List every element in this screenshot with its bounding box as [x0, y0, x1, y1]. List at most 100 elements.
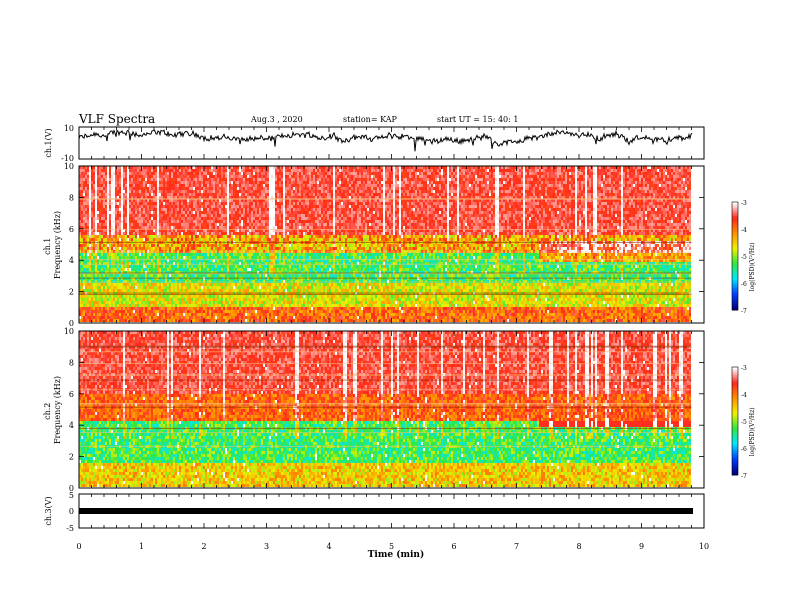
spectrogram-cell [111, 214, 113, 217]
spectrogram-cell [93, 235, 95, 238]
spectrogram-cell [121, 232, 123, 235]
spectrogram-cell [99, 232, 101, 235]
spectrogram-cell [107, 250, 109, 253]
spectrogram-cell [103, 283, 105, 286]
spectrogram-cell [113, 295, 115, 298]
spectrogram-cell [145, 172, 147, 175]
spectrogram-cell [101, 265, 103, 268]
spectrogram-cell [117, 313, 119, 316]
spectrogram-cell [147, 313, 149, 316]
spectrogram-cell [115, 286, 117, 289]
spectrogram-cell [121, 268, 123, 271]
spectrogram-cell [119, 298, 121, 301]
spectrogram-cell [151, 175, 153, 178]
spectrogram-cell [145, 220, 147, 223]
spectrogram-cell [109, 253, 111, 256]
spectrogram-cell [147, 301, 149, 304]
spectrogram-cell [119, 313, 121, 316]
spectrogram-cell [151, 286, 153, 289]
spectrogram-cell [121, 250, 123, 253]
spectrogram-cell [131, 184, 133, 187]
spectrogram-cell [91, 214, 93, 217]
spectrogram-cell [115, 310, 117, 313]
spectrogram-cell [135, 307, 137, 310]
spectrogram-cell [105, 319, 107, 322]
spectrogram-cell [87, 211, 89, 214]
spectrogram-cell [125, 244, 127, 247]
spectrogram-cell [139, 298, 141, 301]
spectrogram-cell [117, 316, 119, 319]
spectrogram-cell [81, 253, 83, 256]
spectrogram-cell [149, 274, 151, 277]
spectrogram-cell [113, 307, 115, 310]
spectrogram-cell [99, 250, 101, 253]
spectrogram-cell [129, 310, 131, 313]
spectrogram-cell [87, 301, 89, 304]
spectrogram-cell [103, 232, 105, 235]
spectrogram-cell [89, 175, 91, 178]
spectrogram-cell [139, 301, 141, 304]
spectrogram-cell [113, 256, 115, 259]
spectrogram-cell [87, 247, 89, 250]
spectrogram-cell [85, 256, 87, 259]
spectrogram-cell [87, 286, 89, 289]
spectrogram-cell [131, 226, 133, 229]
spectrogram-cell [127, 280, 129, 283]
spectrogram-cell [135, 280, 137, 283]
spectrogram-cell [81, 181, 83, 184]
spectrogram-cell [111, 172, 113, 175]
spectrogram-cell [147, 274, 149, 277]
spectrogram-cell [143, 313, 145, 316]
spectrogram-cell [81, 313, 83, 316]
spectrogram-cell [83, 301, 85, 304]
spectrogram-cell [85, 223, 87, 226]
spectrogram-cell [137, 223, 139, 226]
spectrogram-cell [113, 190, 115, 193]
spectrogram-cell [129, 235, 131, 238]
spectrogram-cell [151, 238, 153, 241]
spectrogram-cell [107, 280, 109, 283]
spectrogram-cell [139, 238, 141, 241]
spectrogram-cell [129, 250, 131, 253]
spectrogram-cell [149, 253, 151, 256]
spectrogram-cell [95, 232, 97, 235]
spectrogram-cell [117, 217, 119, 220]
spectrogram-cell [141, 172, 143, 175]
spectrogram-cell [145, 280, 147, 283]
spectrogram-cell [89, 301, 91, 304]
spectrogram-cell [141, 313, 143, 316]
spectrogram-cell [117, 232, 119, 235]
spectrogram-cell [111, 220, 113, 223]
spectrogram-cell [93, 247, 95, 250]
spectrogram-cell [141, 205, 143, 208]
spectrogram-cell [115, 232, 117, 235]
spectrogram-cell [145, 238, 147, 241]
ch1-waveform-ylabel: ch.1(V) [44, 128, 53, 157]
spectrogram-cell [119, 301, 121, 304]
spectrogram-cell [91, 184, 93, 187]
spectrogram-cell [139, 250, 141, 253]
spectrogram-cell [93, 280, 95, 283]
spectrogram-cell [127, 286, 129, 289]
spectrogram-cell [87, 214, 89, 217]
spectrogram-cell [85, 181, 87, 184]
spectrogram-cell [87, 181, 89, 184]
spectrogram-cell [99, 310, 101, 313]
spectrogram-cell [141, 235, 143, 238]
spectrogram-cell [137, 265, 139, 268]
spectrogram-cell [95, 181, 97, 184]
spectrogram-cell [147, 220, 149, 223]
spectrogram-cell [123, 208, 125, 211]
spectrogram-cell [105, 187, 107, 190]
spectrogram-cell [91, 232, 93, 235]
spectrogram-cell [97, 208, 99, 211]
spectrogram-cell [141, 247, 143, 250]
spectrogram-cell [125, 283, 127, 286]
spectrogram-cell [111, 265, 113, 268]
spectrogram-cell [141, 274, 143, 277]
spectrogram-cell [143, 181, 145, 184]
spectrogram-cell [151, 181, 153, 184]
spectrogram-cell [127, 232, 129, 235]
spectrogram-cell [119, 232, 121, 235]
spectrogram-cell [93, 265, 95, 268]
